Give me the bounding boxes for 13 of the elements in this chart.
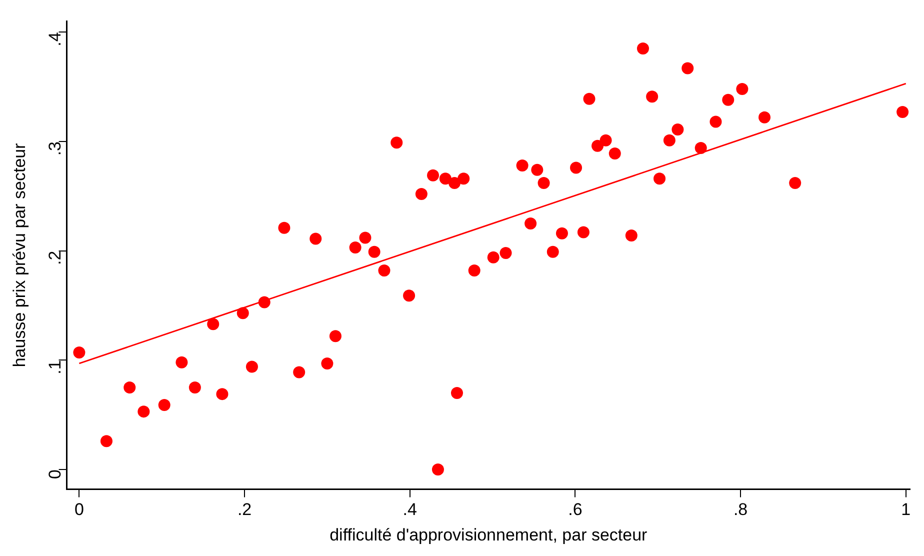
y-tick-label: .3 [45, 141, 64, 156]
x-tick-label: .8 [733, 500, 748, 520]
x-tick-label: .6 [568, 500, 582, 520]
x-tick-label: .2 [237, 500, 252, 520]
x-axis-title: difficulté d'approvisionnement, par secteur [330, 525, 648, 544]
y-axis-title: hausse prix prévu par secteur [10, 142, 29, 368]
y-tick-label: .1 [45, 360, 64, 374]
y-tick-label: 0 [45, 470, 64, 479]
y-tick-label: .2 [45, 250, 64, 266]
x-tick-label: .4 [402, 500, 417, 520]
x-tick-label: 0 [74, 500, 84, 520]
y-tick-label: .4 [45, 32, 64, 46]
x-tick-label: 1 [901, 500, 911, 520]
